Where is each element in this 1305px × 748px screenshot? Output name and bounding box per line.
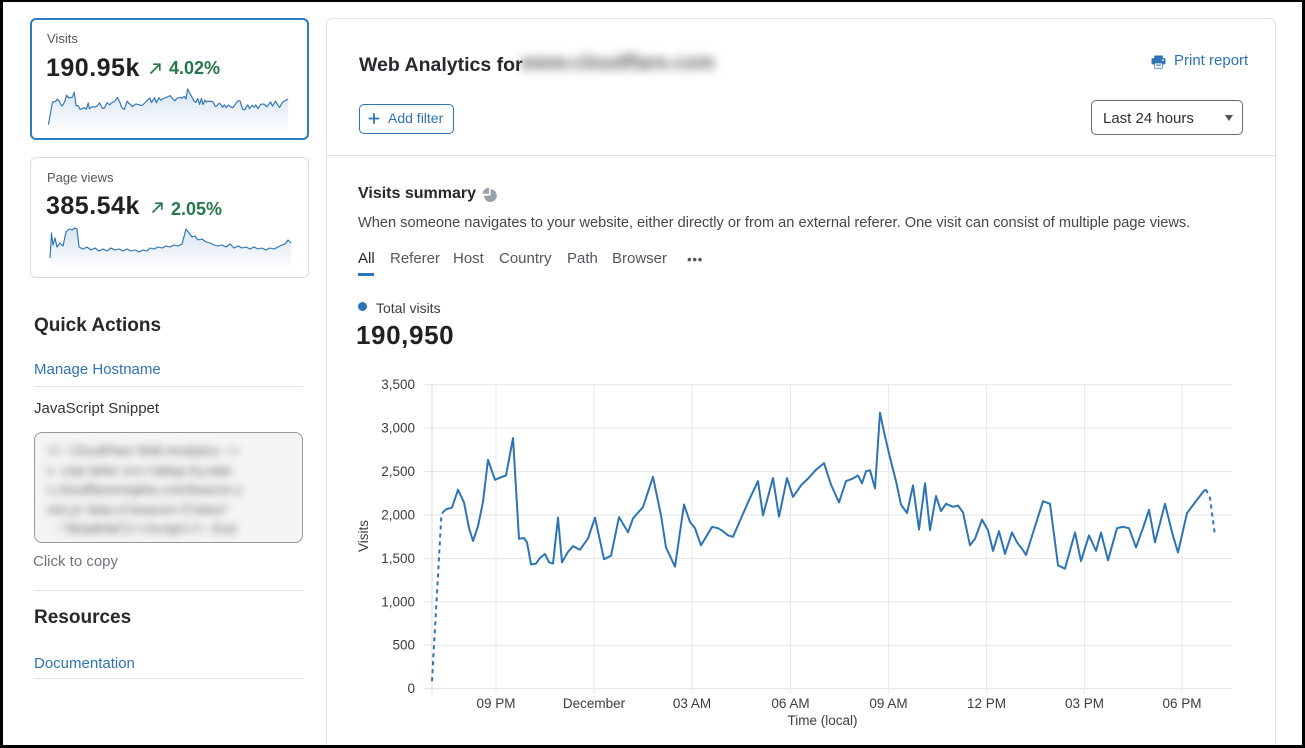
svg-text:09 PM: 09 PM: [476, 696, 515, 711]
svg-text:03 AM: 03 AM: [673, 696, 711, 711]
svg-text:December: December: [563, 696, 626, 711]
svg-text:Time (local): Time (local): [787, 713, 857, 728]
svg-text:Visits: Visits: [356, 520, 371, 552]
svg-text:1,500: 1,500: [381, 551, 415, 566]
svg-text:06 AM: 06 AM: [771, 696, 809, 711]
svg-text:2,500: 2,500: [381, 464, 415, 479]
svg-text:06 PM: 06 PM: [1162, 696, 1201, 711]
svg-text:0: 0: [407, 681, 415, 696]
svg-text:12 PM: 12 PM: [967, 696, 1006, 711]
svg-text:3,000: 3,000: [381, 421, 415, 436]
svg-text:3,500: 3,500: [381, 377, 415, 392]
svg-text:2,000: 2,000: [381, 508, 415, 523]
svg-text:500: 500: [392, 638, 415, 653]
svg-text:1,000: 1,000: [381, 594, 415, 609]
svg-text:09 AM: 09 AM: [869, 696, 907, 711]
svg-text:03 PM: 03 PM: [1065, 696, 1104, 711]
